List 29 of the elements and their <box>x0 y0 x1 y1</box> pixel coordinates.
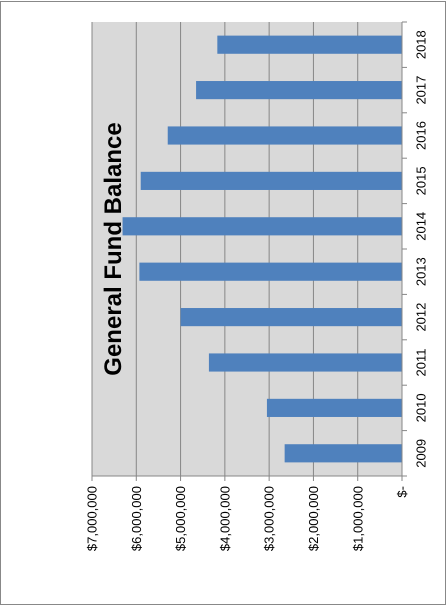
bar <box>284 444 402 462</box>
bar <box>180 308 402 326</box>
x-tick-label: $1,000,000 <box>350 486 366 552</box>
bar <box>140 172 402 190</box>
text: General Fund Balance <box>100 122 127 376</box>
x-tick-label: $6,000,000 <box>128 486 144 552</box>
bar <box>139 262 402 281</box>
x-tick-label: $2,000,000 <box>306 486 321 552</box>
y-tick-label: 2016 <box>414 121 429 150</box>
y-tick-label: 2014 <box>414 212 429 241</box>
bar <box>217 36 402 54</box>
y-tick-label: 2010 <box>414 393 429 422</box>
y-tick-label: 2011 <box>414 348 429 376</box>
x-tick-label: $4,000,000 <box>217 486 232 552</box>
x-tick-label: $7,000,000 <box>84 486 100 552</box>
bar <box>266 398 402 417</box>
y-tick-label: 2012 <box>414 302 429 332</box>
y-tick-label: 2018 <box>414 30 429 60</box>
x-tick-label: $5,000,000 <box>173 486 188 552</box>
x-tick-label: $- <box>394 486 410 498</box>
bar <box>196 81 402 100</box>
y-tick-label: 2017 <box>414 76 429 105</box>
bar <box>168 126 402 145</box>
bar <box>122 217 402 236</box>
x-tick-label: $3,000,000 <box>262 486 277 552</box>
y-tick-label: 2015 <box>414 166 429 196</box>
y-tick-label: 2009 <box>414 438 429 468</box>
y-tick-label: 2013 <box>414 257 429 286</box>
bar <box>208 353 402 372</box>
